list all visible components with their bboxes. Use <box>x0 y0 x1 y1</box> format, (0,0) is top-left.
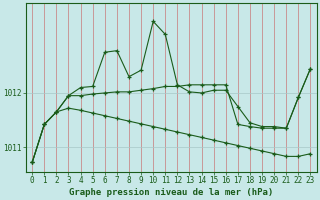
X-axis label: Graphe pression niveau de la mer (hPa): Graphe pression niveau de la mer (hPa) <box>69 188 274 197</box>
